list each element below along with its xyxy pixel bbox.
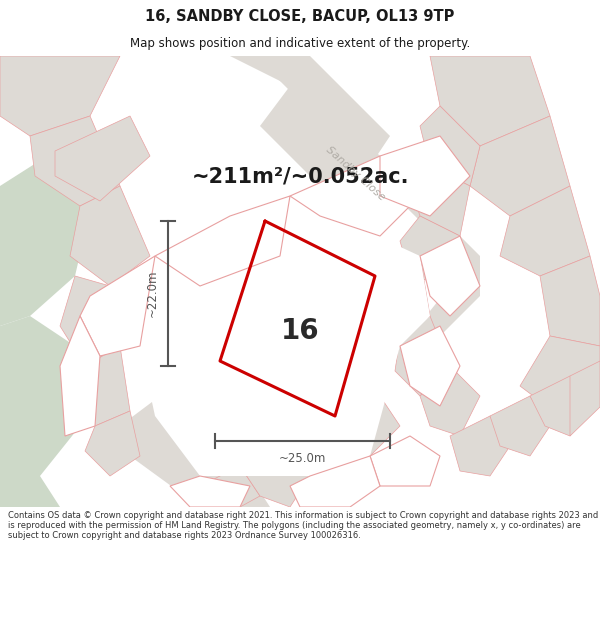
Text: ~22.0m: ~22.0m [146, 270, 158, 318]
Polygon shape [60, 276, 120, 366]
Polygon shape [80, 256, 155, 356]
Polygon shape [400, 216, 460, 286]
Text: 16, SANDBY CLOSE, BACUP, OL13 9TP: 16, SANDBY CLOSE, BACUP, OL13 9TP [145, 9, 455, 24]
Text: Map shows position and indicative extent of the property.: Map shows position and indicative extent… [130, 37, 470, 50]
Polygon shape [170, 476, 250, 507]
Polygon shape [260, 86, 370, 206]
Polygon shape [410, 166, 470, 236]
Text: ~25.0m: ~25.0m [279, 452, 326, 466]
Polygon shape [395, 316, 450, 396]
Text: Sandby Close: Sandby Close [323, 145, 386, 203]
Polygon shape [490, 396, 550, 456]
Polygon shape [430, 56, 550, 146]
Polygon shape [520, 336, 600, 416]
Polygon shape [290, 156, 420, 236]
Polygon shape [400, 326, 460, 406]
Polygon shape [70, 346, 130, 426]
Polygon shape [450, 416, 510, 476]
Polygon shape [0, 151, 90, 326]
Polygon shape [420, 106, 480, 186]
Polygon shape [230, 56, 390, 166]
Polygon shape [155, 196, 290, 286]
Polygon shape [85, 411, 140, 476]
Text: 16: 16 [281, 317, 319, 345]
Polygon shape [120, 396, 270, 507]
Polygon shape [60, 316, 100, 436]
Polygon shape [290, 456, 380, 507]
Polygon shape [0, 56, 120, 136]
Polygon shape [140, 196, 430, 476]
Polygon shape [570, 361, 600, 436]
Polygon shape [0, 476, 60, 507]
Polygon shape [530, 376, 590, 436]
Polygon shape [370, 436, 440, 486]
Polygon shape [375, 256, 430, 336]
Polygon shape [240, 446, 310, 507]
Polygon shape [200, 466, 260, 507]
Text: ~211m²/~0.052ac.: ~211m²/~0.052ac. [191, 166, 409, 186]
Polygon shape [340, 396, 400, 456]
Polygon shape [420, 366, 480, 436]
Polygon shape [470, 116, 570, 216]
Polygon shape [30, 116, 120, 206]
Polygon shape [500, 186, 590, 276]
Polygon shape [300, 416, 370, 486]
Polygon shape [540, 256, 600, 346]
Polygon shape [55, 116, 150, 201]
Polygon shape [70, 186, 150, 286]
Polygon shape [200, 56, 480, 346]
Polygon shape [420, 236, 480, 316]
Polygon shape [0, 316, 80, 476]
Polygon shape [380, 136, 470, 216]
Text: Contains OS data © Crown copyright and database right 2021. This information is : Contains OS data © Crown copyright and d… [8, 511, 598, 541]
